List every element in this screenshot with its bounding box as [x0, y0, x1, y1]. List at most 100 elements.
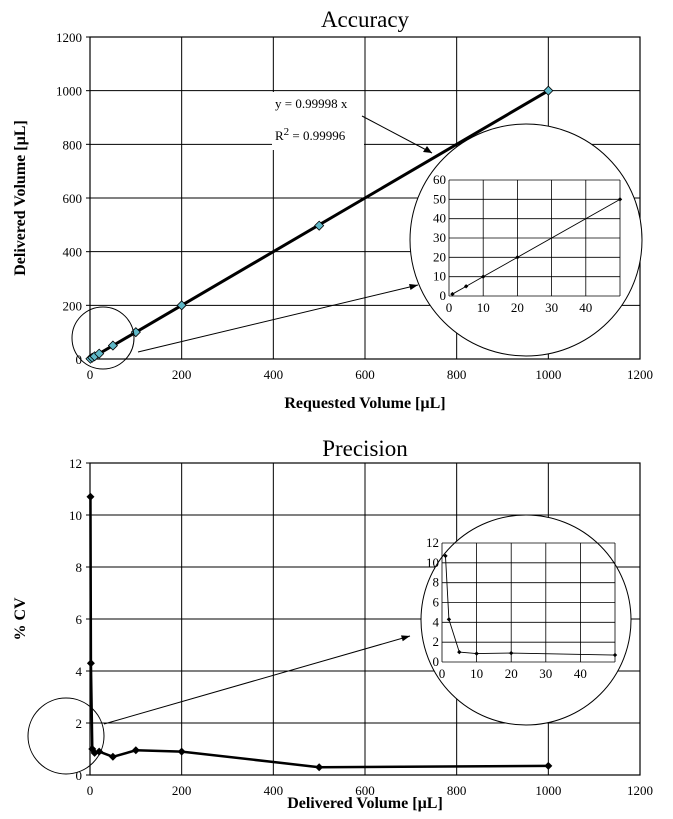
y-axis-label: Delivered Volume [µL] [12, 120, 29, 276]
inset-y-tick-label: 6 [433, 595, 440, 610]
y-tick-label: 400 [63, 245, 83, 260]
magnifier-pointer [137, 284, 419, 353]
x-tick-label: 400 [264, 367, 284, 382]
magnifier-circle [420, 514, 632, 726]
inset-data-point [457, 649, 462, 655]
data-point [544, 761, 553, 770]
data-point [543, 85, 554, 96]
x-tick-label: 800 [447, 783, 467, 798]
inset-data-point [443, 553, 448, 559]
equation-background [272, 92, 364, 150]
plot-frame [89, 36, 641, 360]
y-tick-label: 200 [63, 298, 83, 313]
magnifier-pointer [103, 635, 411, 725]
data-point [86, 492, 95, 501]
x-tick-label: 1200 [627, 783, 653, 798]
inset-data-point [515, 255, 520, 260]
x-tick-label: 1000 [535, 367, 561, 382]
data-point [177, 747, 186, 756]
inset-data-point [617, 197, 623, 202]
y-tick-label: 12 [69, 456, 82, 471]
inset-x-tick-label: 0 [446, 300, 453, 315]
x-tick-label: 0 [87, 367, 94, 382]
y-tick-label: 4 [76, 664, 83, 679]
inset-data-point [463, 284, 469, 289]
arrowhead [409, 283, 418, 290]
y-tick-label: 600 [63, 191, 83, 206]
chart-title: Accuracy [321, 7, 410, 32]
chart-title: Precision [322, 436, 408, 461]
inset-x-tick-label: 30 [539, 666, 552, 681]
series-line [89, 496, 549, 769]
x-tick-label: 1200 [627, 367, 653, 382]
trendline-equation: y = 0.99998 x [275, 96, 348, 111]
y-tick-label: 0 [76, 768, 83, 783]
r-squared-superscript: 2 [284, 126, 290, 138]
inset-y-tick-label: 12 [426, 535, 439, 550]
y-tick-label: 2 [76, 716, 83, 731]
inset-y-tick-label: 4 [433, 614, 440, 629]
zoom-region-circle [71, 306, 135, 370]
zoom-region-circle [27, 697, 105, 775]
x-tick-label: 400 [264, 783, 284, 798]
r-squared-value: = 0.99996 [289, 128, 346, 143]
inset-x-tick-label: 20 [511, 300, 524, 315]
inset-y-tick-label: 0 [433, 654, 440, 669]
magnifier-circle [409, 123, 643, 357]
inset-x-tick-label: 40 [574, 666, 587, 681]
inset-x-tick-label: 30 [545, 300, 558, 315]
inset-x-tick-label: 10 [477, 300, 490, 315]
inset-plot: 0 10 20 30 40 0 10 20 30 40 50 60 [433, 172, 623, 315]
data-point [107, 340, 118, 351]
y-tick-label: 1200 [56, 30, 82, 45]
y-tick-label: 6 [76, 612, 83, 627]
inset-data-point [450, 291, 455, 297]
inset-x-tick-label: 10 [470, 666, 483, 681]
x-axis-label: Delivered Volume [µL] [287, 795, 443, 812]
data-point [86, 659, 95, 668]
x-tick-label: 200 [172, 783, 192, 798]
data-point [108, 752, 117, 761]
y-tick-label: 8 [76, 560, 83, 575]
inset-y-tick-label: 10 [426, 555, 439, 570]
inset-data-point [612, 652, 618, 658]
inset-y-tick-label: 0 [440, 288, 447, 303]
inset-plot: 0 10 20 30 40 0 2 4 6 8 10 12 [426, 535, 618, 681]
arrowhead [401, 635, 410, 642]
y-axis-label: % CV [12, 597, 29, 641]
inset-y-tick-label: 2 [433, 634, 440, 649]
x-tick-label: 1000 [535, 783, 561, 798]
inset-data-point [481, 274, 486, 279]
x-tick-label: 200 [172, 367, 192, 382]
y-tick-label: 0 [76, 352, 83, 367]
x-tick-label: 800 [447, 367, 467, 382]
inset-x-tick-label: 0 [439, 666, 446, 681]
inset-y-tick-label: 10 [433, 269, 446, 284]
data-point [315, 763, 324, 772]
y-tick-label: 1000 [56, 84, 82, 99]
inset-x-tick-label: 20 [505, 666, 518, 681]
inset-y-tick-label: 20 [433, 249, 446, 264]
x-tick-label: 600 [355, 367, 375, 382]
inset-data-point [474, 651, 479, 656]
r-squared-prefix: R [275, 128, 284, 143]
data-point [94, 348, 105, 359]
inset-data-point [446, 617, 452, 622]
inset-y-tick-label: 60 [433, 172, 446, 187]
inset-y-tick-label: 30 [433, 230, 446, 245]
inset-y-tick-label: 8 [433, 575, 440, 590]
arrowhead [423, 146, 432, 153]
inset-y-tick-label: 50 [433, 191, 446, 206]
inset-data-point [509, 650, 514, 656]
inset-series-line [445, 555, 616, 656]
inset-y-tick-label: 40 [433, 211, 446, 226]
equation-pointer [361, 115, 433, 154]
x-tick-label: 0 [87, 783, 94, 798]
inset-x-tick-label: 40 [579, 300, 592, 315]
data-point [131, 746, 140, 755]
r-squared-label: R2 = 0.99996 [275, 126, 346, 143]
